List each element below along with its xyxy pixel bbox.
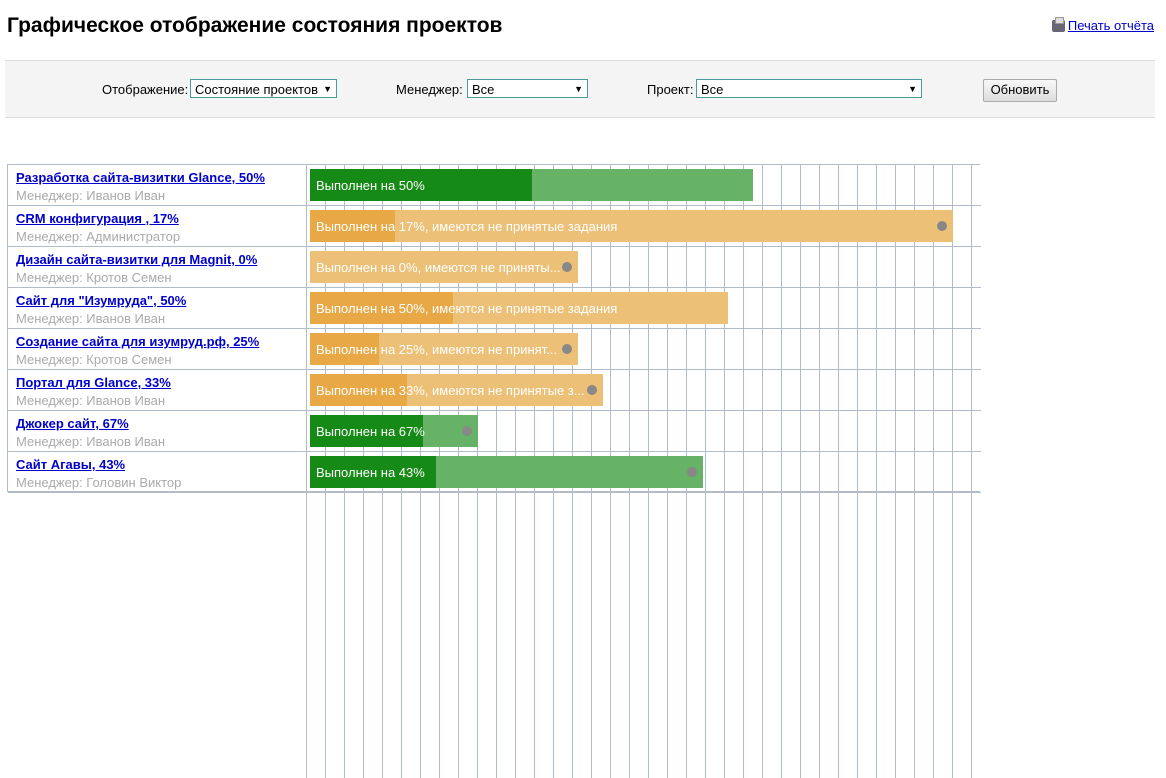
display-label: Отображение: [102,82,189,97]
progress-bar-label: Выполнен на 17%, имеются не принятые зад… [316,219,618,234]
project-label: Проект: [647,82,694,97]
progress-fill [310,210,395,242]
progress-fill [310,415,423,447]
project-manager: Менеджер: Иванов Иван [16,393,166,408]
printer-icon [1051,16,1065,32]
project-manager: Менеджер: Иванов Иван [16,188,166,203]
project-row: Создание сайта для изумруд.рф, 25% Менед… [8,329,982,655]
project-row: CRM конфигурация , 17% Менеджер: Админис… [8,206,982,532]
manager-label: Менеджер: [396,82,463,97]
progress-bar[interactable]: Выполнен на 17%, имеются не принятые зад… [310,210,953,242]
progress-bar[interactable]: Выполнен на 0%, имеются не приняты... [310,251,578,283]
progress-bar-label: Выполнен на 43% [316,465,425,480]
project-row: Разработка сайта-визитки Glance, 50% Мен… [8,165,982,491]
projects-gantt: Разработка сайта-визитки Glance, 50% Мен… [7,164,982,778]
progress-fill [310,374,407,406]
project-select[interactable]: Все [696,79,922,99]
progress-bar-label: Выполнен на 33%, имеются не принятые з..… [316,383,585,398]
display-select[interactable]: Состояние проектов [190,79,337,99]
progress-fill [310,169,532,201]
project-link[interactable]: Создание сайта для изумруд.рф, 25% [16,334,260,349]
progress-bar[interactable]: Выполнен на 43% [310,456,703,488]
progress-fill [310,333,379,365]
print-report-label[interactable]: Печать отчёта [1067,18,1154,33]
project-row: Сайт для "Изумруда", 50% Менеджер: Ивано… [8,288,982,614]
marker-dot-icon[interactable] [687,467,697,477]
project-link[interactable]: CRM конфигурация , 17% [16,211,179,226]
project-link[interactable]: Разработка сайта-визитки Glance, 50% [16,170,265,185]
marker-dot-icon[interactable] [587,385,597,395]
project-link[interactable]: Сайт для "Изумруда", 50% [16,293,187,308]
progress-bar[interactable]: Выполнен на 67% [310,415,478,447]
refresh-button[interactable]: Обновить [983,79,1057,102]
project-manager: Менеджер: Кротов Семен [16,352,172,367]
project-manager: Менеджер: Администратор [16,229,181,244]
project-row: Сайт Агавы, 43% Менеджер: Головин Виктор… [8,452,982,778]
manager-select[interactable]: Все [467,79,588,99]
project-manager: Менеджер: Головин Виктор [16,475,182,490]
progress-bar[interactable]: Выполнен на 25%, имеются не принят... [310,333,578,365]
progress-bar[interactable]: Выполнен на 50%, имеются не принятые зад… [310,292,728,324]
print-report-link[interactable]: Печать отчёта [1051,16,1154,33]
progress-bar-label: Выполнен на 50% [316,178,425,193]
progress-bar-label: Выполнен на 25%, имеются не принят... [316,342,558,357]
project-manager: Менеджер: Иванов Иван [16,434,166,449]
project-row: Дизайн сайта-визитки для Magnit, 0% Мене… [8,247,982,573]
marker-dot-icon[interactable] [937,221,947,231]
progress-fill [310,456,436,488]
project-link[interactable]: Джокер сайт, 67% [16,416,129,431]
page-title: Графическое отображение состояния проект… [7,14,503,37]
marker-dot-icon[interactable] [462,426,472,436]
timeline-cell: Выполнен на 43% [306,452,982,778]
project-link[interactable]: Портал для Glance, 33% [16,375,171,390]
progress-fill [310,292,453,324]
project-manager: Менеджер: Иванов Иван [16,311,166,326]
progress-bar-label: Выполнен на 67% [316,424,425,439]
project-manager: Менеджер: Кротов Семен [16,270,172,285]
progress-bar-label: Выполнен на 0%, имеются не приняты... [316,260,561,275]
project-link[interactable]: Сайт Агавы, 43% [16,457,126,472]
project-row: Джокер сайт, 67% Менеджер: Иванов Иван В… [8,411,982,737]
progress-bar[interactable]: Выполнен на 33%, имеются не принятые з..… [310,374,603,406]
filter-bar: Отображение: Состояние проектов Менеджер… [5,60,1155,118]
marker-dot-icon[interactable] [562,344,572,354]
marker-dot-icon[interactable] [562,262,572,272]
progress-bar-label: Выполнен на 50%, имеются не принятые зад… [316,301,618,316]
progress-bar[interactable]: Выполнен на 50% [310,169,753,201]
project-link[interactable]: Дизайн сайта-визитки для Magnit, 0% [16,252,258,267]
project-row: Портал для Glance, 33% Менеджер: Иванов … [8,370,982,696]
